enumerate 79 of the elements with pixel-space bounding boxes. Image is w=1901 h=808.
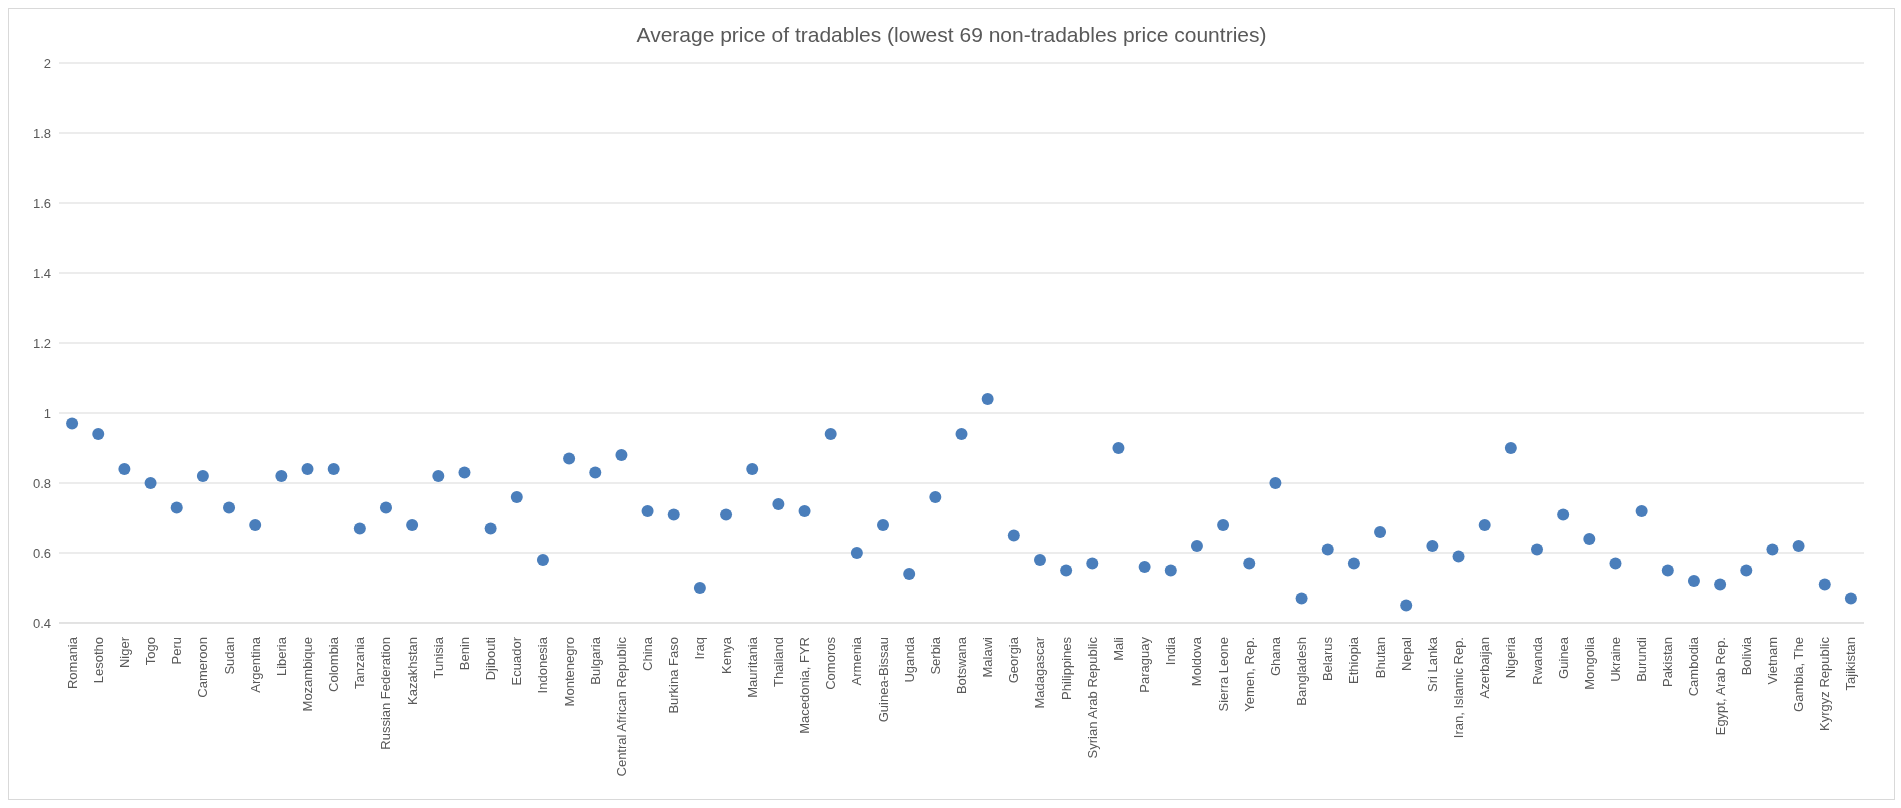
x-tick-label: Kazakhstan xyxy=(404,637,420,705)
x-tick-label: Macedonia, FYR xyxy=(797,637,813,734)
y-tick-label: 2 xyxy=(43,55,51,71)
x-tick-label: Indonesia xyxy=(535,636,551,694)
x-tick-label: Bolivia xyxy=(1738,636,1754,676)
x-tick-label: Kyrgyz Republic xyxy=(1817,636,1833,731)
x-tick-label: Moldova xyxy=(1189,636,1205,687)
x-tick-label: Argentina xyxy=(247,636,263,693)
x-tick-label: Colombia xyxy=(326,636,342,692)
x-tick-label: Ukraine xyxy=(1607,637,1623,682)
x-tick-label: Armenia xyxy=(849,636,865,686)
x-tick-label: Kenya xyxy=(718,636,734,674)
x-tick-label: Guinea-Bissau xyxy=(875,637,891,723)
x-tick-label: China xyxy=(640,636,656,671)
x-tick-label: Madagascar xyxy=(1032,636,1048,709)
x-tick-label: Mozambique xyxy=(300,637,316,712)
x-tick-label: Djibouti xyxy=(483,636,499,681)
x-tick-label: Mauritania xyxy=(744,636,760,698)
x-tick-label: Serbia xyxy=(927,636,943,675)
x-tick-label: Bangladesh xyxy=(1294,637,1310,706)
x-tick-label: Pakistan xyxy=(1660,637,1676,687)
x-tick-label: Burkina Faso xyxy=(666,637,682,714)
x-tick-label: Ethiopia xyxy=(1346,636,1362,684)
x-tick-label: Rwanda xyxy=(1529,636,1545,685)
x-tick-label: Cameroon xyxy=(195,637,211,698)
x-tick-label: Romania xyxy=(64,636,80,690)
x-tick-label: Mali xyxy=(1110,636,1126,661)
y-tick-label: 0.4 xyxy=(32,615,51,631)
x-tick-label: Iran, Islamic Rep. xyxy=(1451,637,1467,739)
x-tick-label: Egypt, Arab Rep. xyxy=(1712,637,1728,736)
x-tick-label: Ghana xyxy=(1267,636,1283,677)
x-tick-label: Botswana xyxy=(954,636,969,695)
x-tick-label: Niger xyxy=(116,636,132,669)
y-tick-label: 0.8 xyxy=(32,475,51,491)
x-tick-label: Ecuador xyxy=(509,636,525,686)
x-tick-label: Nigeria xyxy=(1503,636,1519,679)
x-tick-label: Sierra Leone xyxy=(1215,637,1231,712)
x-tick-label: Liberia xyxy=(273,636,289,677)
x-tick-label: Iraq xyxy=(692,637,708,660)
chart-title: Average price of tradables (lowest 69 non-tradables price countries) xyxy=(635,22,1268,48)
x-tick-label: Azerbaijan xyxy=(1477,637,1493,699)
x-tick-label: Sudan xyxy=(221,637,237,675)
x-tick-label: Paraguay xyxy=(1137,636,1153,693)
x-tick-label: Russian Federation xyxy=(378,637,394,750)
x-tick-label: Benin xyxy=(456,637,472,671)
y-tick-label: 1.4 xyxy=(32,265,51,281)
y-tick-label: 0.6 xyxy=(32,545,51,561)
x-tick-label: Peru xyxy=(169,637,185,665)
x-tick-label: Georgia xyxy=(1006,636,1022,684)
x-tick-label: Togo xyxy=(143,637,159,666)
x-tick-label: Nepal xyxy=(1398,636,1414,671)
x-tick-label: Vietnam xyxy=(1764,637,1780,685)
x-tick-label: Tajikistan xyxy=(1843,637,1859,691)
x-tick-label: Lesotho xyxy=(90,637,106,684)
x-tick-label: Sri Lanka xyxy=(1424,636,1440,692)
x-tick-label: Central African Republic xyxy=(613,636,629,777)
x-tick-label: Mongolia xyxy=(1581,636,1597,690)
x-tick-label: Bhutan xyxy=(1372,637,1388,679)
x-tick-label: Uganda xyxy=(901,636,917,683)
x-tick-label: Burundi xyxy=(1634,636,1650,682)
x-tick-label: Bulgaria xyxy=(587,636,603,685)
y-tick-label: 1.6 xyxy=(32,195,51,211)
x-tick-label: Gambia, The xyxy=(1791,637,1807,712)
x-tick-label: Cambodia xyxy=(1686,636,1702,697)
x-tick-label: Montenegro xyxy=(561,637,577,707)
x-tick-label: Malawi xyxy=(980,636,996,678)
y-tick-label: 1 xyxy=(43,405,51,421)
x-tick-label: Thailand xyxy=(770,637,786,687)
x-tick-label: Yemen, Rep. xyxy=(1241,637,1257,712)
x-tick-label: Comoros xyxy=(823,636,839,690)
x-tick-label: Belarus xyxy=(1320,636,1336,682)
x-tick-label: Tanzania xyxy=(352,636,368,690)
x-tick-label: India xyxy=(1163,636,1179,666)
x-tick-label: Tunisia xyxy=(430,636,446,679)
y-tick-label: 1.2 xyxy=(32,335,51,351)
x-tick-label: Philippines xyxy=(1058,636,1074,700)
x-tick-label: Syrian Arab Republic xyxy=(1084,636,1100,759)
x-tick-label: Guinea xyxy=(1555,636,1571,679)
y-tick-label: 1.8 xyxy=(32,125,51,141)
